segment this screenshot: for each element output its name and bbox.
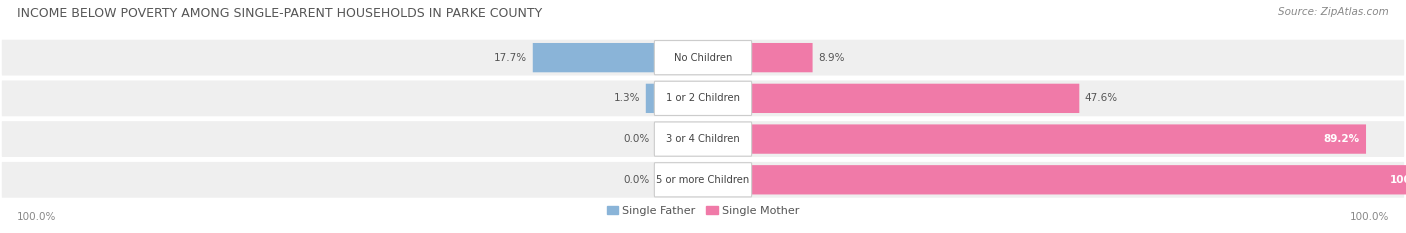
FancyBboxPatch shape — [751, 43, 813, 72]
Text: 1 or 2 Children: 1 or 2 Children — [666, 93, 740, 103]
Text: No Children: No Children — [673, 53, 733, 63]
Text: 89.2%: 89.2% — [1323, 134, 1360, 144]
Text: 100.0%: 100.0% — [1350, 212, 1389, 222]
Text: 0.0%: 0.0% — [623, 175, 650, 185]
FancyBboxPatch shape — [654, 163, 752, 197]
FancyBboxPatch shape — [1, 121, 1405, 157]
Text: INCOME BELOW POVERTY AMONG SINGLE-PARENT HOUSEHOLDS IN PARKE COUNTY: INCOME BELOW POVERTY AMONG SINGLE-PARENT… — [17, 7, 543, 20]
FancyBboxPatch shape — [751, 84, 1080, 113]
FancyBboxPatch shape — [654, 122, 752, 156]
Text: 1.3%: 1.3% — [614, 93, 640, 103]
Text: 100.0%: 100.0% — [1391, 175, 1406, 185]
FancyBboxPatch shape — [751, 124, 1367, 154]
Text: 47.6%: 47.6% — [1085, 93, 1118, 103]
Text: Source: ZipAtlas.com: Source: ZipAtlas.com — [1278, 7, 1389, 17]
FancyBboxPatch shape — [1, 162, 1405, 198]
FancyBboxPatch shape — [1, 80, 1405, 116]
Text: 5 or more Children: 5 or more Children — [657, 175, 749, 185]
FancyBboxPatch shape — [654, 41, 752, 75]
Text: 3 or 4 Children: 3 or 4 Children — [666, 134, 740, 144]
FancyBboxPatch shape — [751, 165, 1406, 195]
Text: 100.0%: 100.0% — [17, 212, 56, 222]
Text: 0.0%: 0.0% — [623, 134, 650, 144]
Text: 17.7%: 17.7% — [494, 53, 527, 63]
FancyBboxPatch shape — [1, 40, 1405, 75]
FancyBboxPatch shape — [654, 81, 752, 116]
Legend: Single Father, Single Mother: Single Father, Single Mother — [602, 202, 804, 220]
FancyBboxPatch shape — [533, 43, 655, 72]
Text: 8.9%: 8.9% — [818, 53, 845, 63]
FancyBboxPatch shape — [645, 84, 655, 113]
